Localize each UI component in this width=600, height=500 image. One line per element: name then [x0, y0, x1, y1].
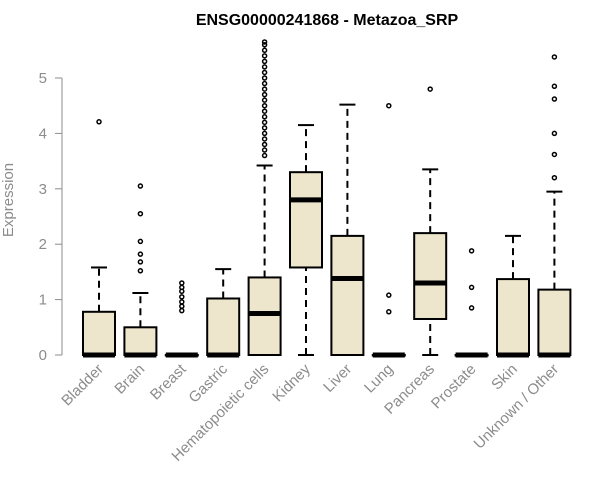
box-iqr — [413, 232, 448, 320]
outlier-point — [261, 136, 268, 142]
box-group — [123, 183, 158, 358]
outlier-point — [137, 268, 144, 274]
box-iqr — [289, 171, 323, 269]
outlier-point — [96, 119, 102, 125]
chart-title: ENSG00000241868 - Metazoa_SRP — [196, 12, 459, 29]
box-group — [206, 268, 241, 358]
y-axis-label: Expression — [0, 163, 17, 237]
outlier-point — [261, 39, 268, 45]
outlier-point — [261, 97, 268, 103]
outlier-point — [551, 54, 558, 60]
y-axis: 0 1 2 3 4 5 — [39, 70, 63, 364]
outlier-point — [551, 96, 558, 102]
box-group — [247, 39, 282, 356]
outlier-point — [261, 125, 268, 131]
outlier-point — [261, 75, 268, 81]
outlier-point — [137, 259, 144, 265]
x-tick-label: Skin — [488, 361, 521, 394]
outlier-point — [261, 80, 268, 87]
x-tick-label: Prostate — [428, 361, 480, 413]
outlier-point — [137, 251, 144, 257]
box-group — [289, 124, 323, 356]
outlier-point — [261, 64, 268, 70]
x-tick-label: Breast — [147, 360, 190, 403]
outlier-point — [179, 284, 185, 291]
outlier-point — [261, 53, 268, 59]
x-tick-label: Lung — [361, 361, 397, 397]
outlier-point — [468, 248, 475, 254]
box-iqr — [206, 297, 241, 357]
box-group — [330, 103, 365, 356]
box-iqr — [123, 326, 158, 356]
outlier-point — [261, 119, 268, 126]
y-tick-label: 2 — [39, 236, 47, 253]
box-group — [82, 119, 116, 358]
outlier-point — [261, 108, 268, 114]
box-iqr — [247, 276, 282, 356]
outlier-point — [179, 299, 185, 305]
outlier-point — [261, 42, 268, 48]
box-iqr — [82, 310, 116, 356]
box-group — [454, 248, 489, 358]
box-group — [164, 280, 199, 358]
outlier-point — [468, 305, 475, 311]
outlier-point — [261, 86, 268, 92]
outlier-point — [427, 86, 433, 92]
outlier-point — [179, 294, 185, 300]
outlier-point — [179, 280, 185, 286]
outlier-point — [551, 130, 558, 137]
y-tick-label: 5 — [39, 70, 47, 87]
box-group — [496, 234, 530, 358]
outlier-point — [261, 102, 268, 109]
outlier-point — [261, 141, 268, 148]
x-tick-label: Brain — [111, 361, 148, 398]
outlier-point — [261, 69, 268, 76]
outlier-point — [551, 83, 558, 90]
box-iqr — [537, 288, 572, 356]
boxes-layer — [82, 39, 572, 358]
box-group — [413, 86, 448, 356]
outlier-point — [261, 114, 268, 120]
outlier-point — [261, 47, 268, 54]
box-group — [537, 54, 572, 358]
box-iqr — [496, 278, 530, 356]
outlier-point — [179, 307, 185, 314]
outlier-point — [261, 130, 268, 137]
outlier-point — [386, 102, 392, 109]
y-tick-label: 1 — [39, 292, 47, 309]
outlier-point — [386, 292, 392, 298]
x-tick-label: Liver — [320, 361, 355, 396]
outlier-point — [261, 58, 268, 65]
y-tick-label: 4 — [39, 125, 47, 142]
outlier-point — [551, 174, 558, 181]
outlier-point — [261, 152, 268, 159]
outlier-point — [551, 151, 558, 158]
outlier-point — [137, 238, 144, 245]
box-group — [371, 102, 406, 358]
y-tick-label: 0 — [39, 347, 47, 364]
outlier-point — [386, 309, 392, 315]
y-tick-label: 3 — [39, 181, 47, 198]
outlier-point — [468, 284, 475, 291]
box-iqr — [330, 234, 365, 356]
outlier-point — [137, 210, 144, 217]
outlier-point — [261, 147, 268, 153]
outlier-point — [179, 303, 185, 309]
outlier-point — [137, 183, 144, 189]
x-tick-label: Kidney — [269, 360, 314, 405]
x-tick-label: Bladder — [58, 361, 107, 410]
outlier-point — [261, 91, 268, 98]
